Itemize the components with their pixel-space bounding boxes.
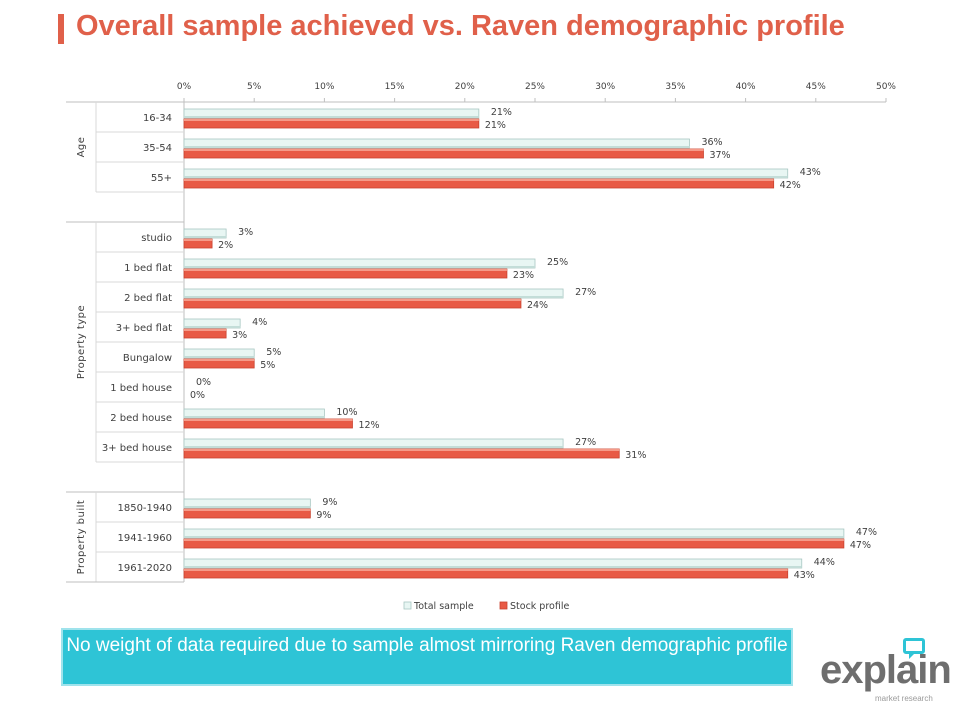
category-label: 2 bed house [110,413,172,424]
bar-stock-profile-highlight [184,539,844,541]
category-label: Bungalow [123,353,172,364]
note-box: No weight of data required due to sample… [61,628,793,686]
x-tick-label: 50% [876,82,896,92]
data-label-stock-profile: 42% [780,180,801,191]
bar-stock-profile-highlight [184,329,227,331]
data-label-total-sample: 25% [547,257,568,268]
x-tick-label: 40% [736,82,756,92]
bar-total-sample-shade [184,446,564,448]
bar-total-sample-shade [184,266,535,268]
group-label: Property type [76,305,87,379]
logo-word: explain [820,648,952,692]
data-label-total-sample: 10% [336,407,357,418]
data-label-total-sample: 47% [856,527,877,538]
category-label: 1941-1960 [117,533,172,544]
bar-stock-profile-highlight [184,509,311,511]
category-label: 35-54 [143,143,172,154]
x-tick-label: 15% [385,82,405,92]
data-label-total-sample: 36% [701,137,722,148]
group-label: Age [76,137,87,158]
legend-label-stock-profile: Stock profile [510,601,569,612]
bar-total-sample-shade [184,116,479,118]
title-accent-bar [58,14,64,44]
category-label: 2 bed flat [124,293,172,304]
category-label: 1 bed flat [124,263,172,274]
explain-logo: explain market research [820,638,952,710]
bar-total-sample-shade [184,356,255,358]
data-label-total-sample: 43% [800,167,821,178]
bar-stock-profile-highlight [184,269,507,271]
category-label: 16-34 [143,113,172,124]
bar-total-sample-shade [184,566,802,568]
data-label-total-sample: 4% [252,317,267,328]
bar-total-sample-shade [184,236,227,238]
speech-bubble-icon [903,638,925,659]
x-tick-label: 5% [247,82,262,92]
group-label: Property built [76,500,87,575]
bar-stock-profile-highlight [184,359,255,361]
note-text: No weight of data required due to sample… [66,635,788,656]
data-label-stock-profile: 23% [513,270,534,281]
data-label-total-sample: 27% [575,287,596,298]
bar-stock-profile-highlight [184,119,479,121]
category-label: 3+ bed flat [116,323,172,334]
bar-total-sample-shade [184,536,844,538]
data-label-stock-profile: 43% [794,570,815,581]
legend-swatch-stock-profile [499,601,508,610]
legend-label-total-sample: Total sample [413,601,474,612]
data-label-total-sample: 9% [322,497,337,508]
bar-stock-profile-highlight [184,239,213,241]
category-label: 55+ [151,173,172,184]
data-label-total-sample: 3% [238,227,253,238]
data-label-stock-profile: 24% [527,300,548,311]
bar-total-sample-shade [184,416,325,418]
bar-stock-profile-highlight [184,449,620,451]
data-label-stock-profile: 9% [316,510,331,521]
data-label-stock-profile: 12% [358,420,379,431]
x-tick-label: 20% [455,82,475,92]
data-label-total-sample: 0% [196,377,211,388]
data-label-total-sample: 44% [814,557,835,568]
legend-swatch-total-sample [403,601,412,610]
bar-total-sample-shade [184,296,564,298]
data-label-stock-profile: 2% [218,240,233,251]
x-tick-label: 25% [525,82,545,92]
page-title: Overall sample achieved vs. Raven demogr… [76,10,845,42]
category-label: studio [141,233,172,244]
logo-subtitle: market research [875,694,933,703]
category-label: 3+ bed house [102,443,172,454]
data-label-stock-profile: 37% [709,150,730,161]
data-label-total-sample: 27% [575,437,596,448]
bar-stock-profile-highlight [184,569,788,571]
category-label: 1850-1940 [117,503,172,514]
data-label-stock-profile: 0% [190,390,205,401]
x-tick-label: 45% [806,82,826,92]
bar-stock-profile-highlight [184,179,774,181]
data-label-stock-profile: 3% [232,330,247,341]
bar-total-sample-shade [184,146,690,148]
x-tick-label: 30% [595,82,615,92]
bar-total-sample-shade [184,326,241,328]
x-tick-label: 10% [314,82,334,92]
bar-stock-profile-highlight [184,149,704,151]
data-label-stock-profile: 47% [850,540,871,551]
bar-stock-profile-highlight [184,299,521,301]
bar-chart: 0% 5% 10% 15% 20% 25% 30% 35% 40% 45% 50% Age Proper… [66,82,896,612]
data-label-stock-profile: 21% [485,120,506,131]
bar-total-sample-shade [184,506,311,508]
bar-stock-profile-highlight [184,419,353,421]
x-tick-label: 35% [665,82,685,92]
data-label-total-sample: 21% [491,107,512,118]
data-label-total-sample: 5% [266,347,281,358]
bar-total-sample-shade [184,176,788,178]
data-label-stock-profile: 31% [625,450,646,461]
category-label: 1961-2020 [117,563,172,574]
x-tick-label: 0% [177,82,192,92]
data-label-stock-profile: 5% [260,360,275,371]
category-label: 1 bed house [110,383,172,394]
